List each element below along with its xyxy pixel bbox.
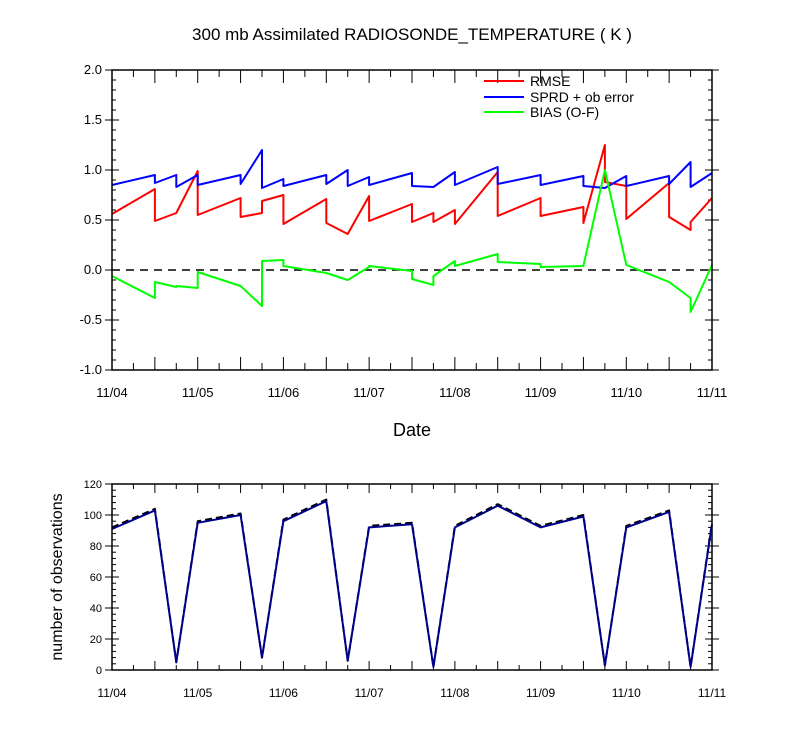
x-tick-label: 11/05 bbox=[182, 385, 214, 400]
y-tick-label: 0.5 bbox=[84, 212, 102, 227]
y-tick-label: 0.0 bbox=[84, 262, 102, 277]
series-line-bias-o-f bbox=[111, 169, 713, 313]
chart-title: 300 mb Assimilated RADIOSONDE_TEMPERATUR… bbox=[192, 25, 632, 44]
x-tick-label: 11/04 bbox=[97, 686, 126, 700]
legend-rmse-label: RMSE bbox=[530, 73, 570, 89]
x-tick-label: 11/09 bbox=[526, 686, 555, 700]
bottom-plot-frame bbox=[111, 483, 713, 671]
series-line-observations-dashed bbox=[111, 498, 713, 668]
x-tick-label: 11/10 bbox=[612, 686, 641, 700]
x-tick-label: 11/06 bbox=[269, 686, 298, 700]
series-line-observations bbox=[111, 500, 713, 668]
y-tick-label: 40 bbox=[90, 603, 102, 615]
x-tick-label: 11/08 bbox=[439, 385, 471, 400]
x-tick-label: 11/06 bbox=[268, 385, 300, 400]
y-tick-label: 0 bbox=[96, 665, 102, 677]
bottom-panel: 11/04 11/05 11/06 11/07 11/08 11/09 11/10 11/11… bbox=[49, 479, 726, 700]
series-line-sprd-ob-error bbox=[111, 149, 713, 189]
y-tick-label: -1.0 bbox=[80, 362, 102, 377]
bottom-x-ticks: 11/04 11/05 11/06 11/07 11/08 11/09 11/10 11/11 bbox=[97, 686, 726, 700]
legend-bias-label: BIAS (O-F) bbox=[530, 104, 599, 120]
top-series-lines bbox=[111, 144, 713, 313]
top-panel: 11/04 11/05 11/06 11/07 11/08 11/09 11/10 11/11… bbox=[80, 62, 728, 440]
y-tick-label: -0.5 bbox=[80, 312, 102, 327]
top-x-ticks: 11/04 11/05 11/06 11/07 11/08 11/09 11/10 11/11 bbox=[96, 385, 727, 400]
series-line-rmse bbox=[111, 144, 713, 235]
x-tick-label: 11/10 bbox=[610, 385, 642, 400]
y-tick-label: 80 bbox=[90, 541, 102, 553]
x-tick-label: 11/11 bbox=[698, 686, 727, 700]
y-tick-label: 1.0 bbox=[84, 162, 102, 177]
legend-sprd-label: SPRD + ob error bbox=[530, 89, 634, 105]
x-tick-label: 11/05 bbox=[183, 686, 212, 700]
x-axis-label: Date bbox=[393, 420, 431, 440]
y-tick-label: 120 bbox=[84, 479, 102, 491]
bottom-minor-ticks bbox=[112, 484, 712, 670]
bottom-series-lines bbox=[111, 498, 713, 668]
x-tick-label: 11/08 bbox=[440, 686, 469, 700]
y-tick-label: 60 bbox=[90, 572, 102, 584]
y-axis-label-observations: number of observations bbox=[49, 493, 66, 660]
x-tick-label: 11/11 bbox=[697, 385, 728, 400]
x-tick-label: 11/07 bbox=[355, 686, 384, 700]
y-tick-label: 20 bbox=[90, 634, 102, 646]
top-y-ticks: -1.0 -0.5 0.0 0.5 1.0 1.5 2.0 bbox=[80, 62, 719, 377]
y-tick-label: 2.0 bbox=[84, 62, 102, 77]
x-tick-label: 11/04 bbox=[96, 385, 128, 400]
y-tick-label: 100 bbox=[84, 510, 102, 522]
legend: RMSE SPRD + ob error BIAS (O-F) bbox=[484, 73, 634, 120]
y-tick-label: 1.5 bbox=[84, 112, 102, 127]
x-tick-label: 11/09 bbox=[525, 385, 557, 400]
x-tick-label: 11/07 bbox=[353, 385, 385, 400]
top-plot-frame bbox=[111, 69, 713, 371]
